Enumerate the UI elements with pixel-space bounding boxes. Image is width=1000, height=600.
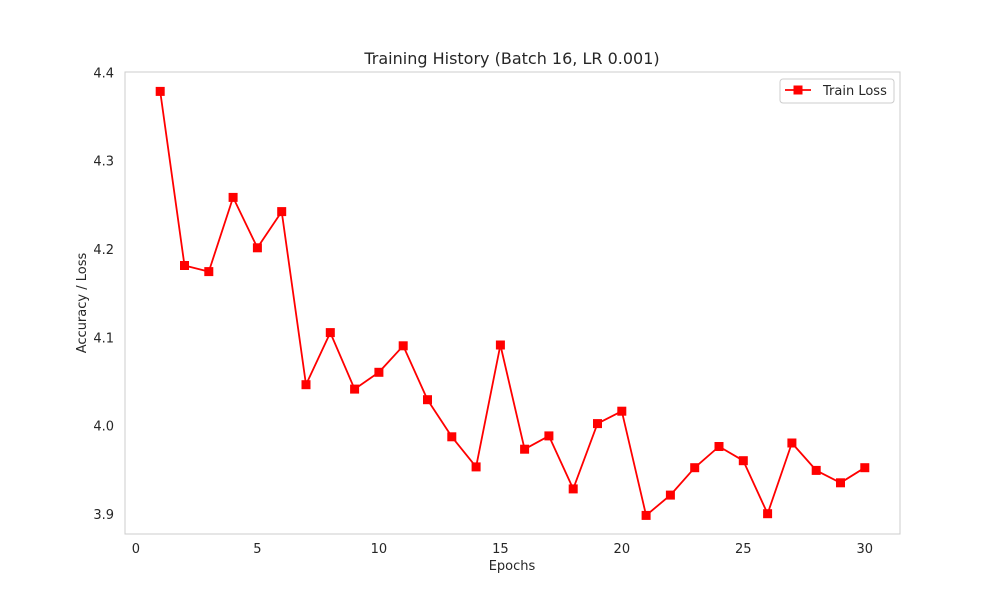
series-line <box>159 91 866 517</box>
data-point <box>617 406 627 416</box>
legend-box <box>779 78 895 104</box>
chart-title: Training History (Batch 16, LR 0.001) <box>363 49 659 68</box>
data-point <box>690 463 700 473</box>
data-point <box>520 444 530 454</box>
data-point <box>374 367 384 377</box>
x-tick-label: 20 <box>614 542 631 557</box>
y-axis-label: Accuracy / Loss <box>75 253 90 354</box>
data-point <box>641 510 651 520</box>
x-tick-labels: 0 5 10 15 20 25 30 <box>132 542 873 557</box>
data-point <box>204 267 214 277</box>
data-point <box>665 490 675 500</box>
data-point <box>471 462 481 472</box>
data-point <box>252 243 262 253</box>
data-point <box>714 442 724 451</box>
x-axis-label: Epochs <box>489 559 536 574</box>
data-point <box>811 465 821 475</box>
x-tick-label: 5 <box>253 542 261 557</box>
data-point <box>568 484 578 494</box>
y-tick-label: 3.9 <box>93 508 114 523</box>
data-point <box>787 438 797 448</box>
data-point <box>738 456 748 466</box>
legend-marker-swatch <box>793 85 803 95</box>
y-tick-labels: 3.9 4.0 4.1 4.2 4.3 4.4 <box>93 66 114 523</box>
legend-entry-train-loss: Train Loss <box>822 84 887 99</box>
legend: Train Loss <box>779 78 895 104</box>
y-tick-label: 4.2 <box>93 243 114 258</box>
y-tick-label: 4.4 <box>93 66 114 81</box>
y-tick-label: 4.0 <box>93 420 114 435</box>
data-point <box>350 384 360 394</box>
data-point <box>836 478 845 488</box>
x-tick-label: 0 <box>132 542 140 557</box>
series-layer <box>155 86 870 520</box>
x-tick-label: 15 <box>492 542 509 557</box>
data-point <box>228 192 238 202</box>
plot-area <box>124 71 901 535</box>
data-point <box>155 86 165 96</box>
data-point <box>447 432 457 442</box>
y-tick-label: 4.1 <box>93 331 114 346</box>
data-point <box>301 380 311 390</box>
y-tick-label: 4.3 <box>93 155 114 170</box>
data-point <box>544 431 554 441</box>
data-point <box>398 341 408 351</box>
data-point <box>763 509 773 519</box>
data-point <box>495 340 505 350</box>
data-point <box>860 463 870 473</box>
data-point <box>180 261 189 270</box>
data-point <box>277 207 287 217</box>
data-point <box>325 328 335 338</box>
x-tick-label: 10 <box>371 542 388 557</box>
x-tick-label: 25 <box>735 542 752 557</box>
data-point <box>593 419 602 429</box>
data-point <box>423 395 432 405</box>
x-tick-label: 30 <box>856 542 873 557</box>
